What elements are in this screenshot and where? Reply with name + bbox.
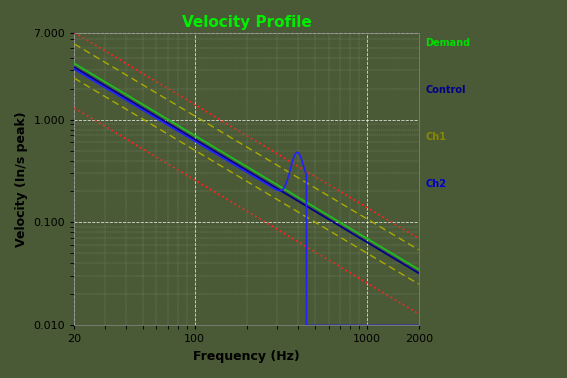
X-axis label: Frequency (Hz): Frequency (Hz): [193, 350, 300, 363]
Y-axis label: Velocity (In/s peak): Velocity (In/s peak): [15, 111, 28, 247]
Text: Ch2: Ch2: [426, 179, 447, 189]
Text: Control: Control: [426, 85, 466, 95]
Text: Ch1: Ch1: [426, 132, 447, 142]
Title: Velocity Profile: Velocity Profile: [181, 15, 311, 30]
Text: Demand: Demand: [426, 39, 471, 48]
